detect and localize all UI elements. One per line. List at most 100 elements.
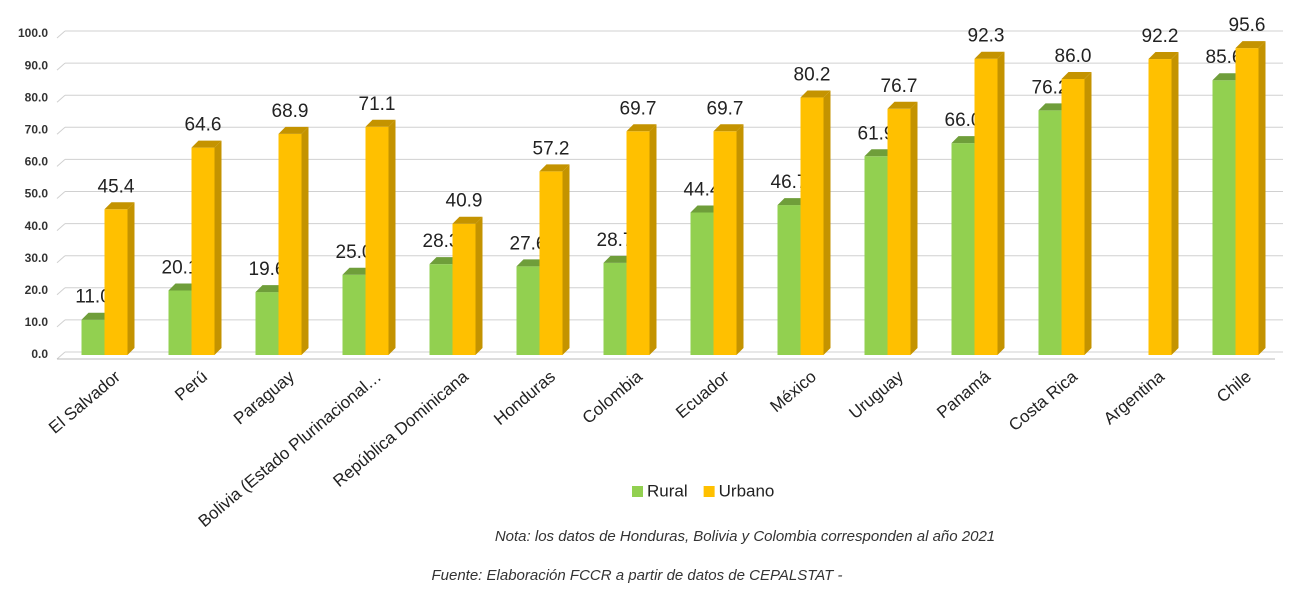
bar-front [81, 319, 105, 355]
data-label: 66.0 [945, 110, 982, 131]
bar-top [516, 259, 547, 267]
y-tick-label: 40.0 [25, 219, 49, 233]
grid-line [56, 126, 1283, 135]
data-label: 71.1 [359, 94, 396, 115]
data-label: 27.6 [510, 233, 547, 254]
data-label: 92.2 [1142, 26, 1179, 47]
bar-front [278, 133, 302, 355]
bar-front [626, 131, 650, 355]
source: Fuente: Elaboración FCCR a partir de dat… [431, 567, 842, 584]
grid-line-front [56, 223, 66, 231]
bar-side [1258, 41, 1266, 356]
grid-line-front [56, 30, 66, 39]
bar [104, 202, 135, 355]
bar-side [388, 119, 396, 355]
bar-front [104, 209, 128, 355]
bar-front [191, 147, 215, 355]
y-tick-label: 60.0 [25, 155, 49, 169]
bar-side [1084, 71, 1092, 355]
legend-label: Urbano [719, 481, 775, 500]
data-label: 44.4 [684, 179, 721, 200]
bar-front [951, 143, 975, 355]
bar-top [974, 51, 1005, 59]
grid-line-front [56, 126, 66, 135]
bar-top [278, 126, 309, 134]
bar [974, 51, 1005, 355]
bar [191, 140, 222, 355]
legend-label: Rural [647, 481, 688, 500]
data-label: 86.0 [1055, 46, 1092, 67]
bar-top [452, 216, 483, 224]
bar [539, 164, 570, 355]
y-tick-label: 20.0 [25, 283, 49, 297]
bar-front [800, 97, 824, 356]
grid-line-front [56, 62, 66, 71]
bar-side [736, 124, 744, 355]
bar [1235, 41, 1266, 356]
x-tick-label: Uruguay [846, 367, 908, 423]
data-label: 69.7 [620, 98, 657, 119]
bar-top [864, 149, 895, 157]
grid-line [56, 191, 1283, 199]
bar-top [951, 136, 982, 144]
bar-top [104, 202, 135, 210]
bar-top [777, 198, 808, 206]
grid-line-front [56, 94, 66, 103]
y-tick-label: 90.0 [25, 58, 49, 72]
bar [452, 216, 483, 355]
grid-line-front [56, 319, 66, 328]
bar [887, 101, 918, 355]
data-label: 28.7 [597, 230, 634, 251]
bar-front [1148, 59, 1172, 356]
y-tick-label: 10.0 [25, 315, 49, 329]
bar-side [301, 126, 309, 356]
x-tick-label: Argentina [1100, 367, 1168, 429]
bar-side [127, 202, 135, 355]
bar-front [1212, 80, 1236, 355]
data-label: 20.1 [162, 257, 199, 278]
bar [278, 126, 309, 356]
bar-front [713, 131, 737, 355]
bar [1148, 52, 1179, 356]
bar-top [626, 124, 657, 132]
grid-line-front [56, 159, 66, 167]
bar-front [887, 108, 911, 355]
bar-top [800, 90, 831, 98]
grid-line [56, 287, 1283, 296]
data-label: 95.6 [1229, 15, 1266, 36]
bar-top [713, 124, 744, 132]
grid-line [56, 319, 1283, 328]
bar-side [910, 101, 918, 355]
data-label: 64.6 [185, 115, 222, 136]
bar-front [255, 292, 279, 355]
x-tick-label: Honduras [490, 367, 559, 429]
bar-front [1038, 110, 1062, 355]
y-tick-label: 50.0 [25, 187, 49, 201]
data-label: 76.2 [1032, 77, 1069, 98]
bar-top [168, 283, 199, 291]
bar-front [539, 171, 563, 355]
y-tick-label: 80.0 [25, 90, 49, 104]
grid-line [56, 94, 1283, 103]
x-tick-label: Costa Rica [1005, 367, 1081, 435]
bar-top [1061, 71, 1092, 79]
bar-front [168, 290, 192, 355]
bar [800, 90, 831, 356]
bar-front [452, 223, 476, 355]
bar-front [429, 264, 453, 355]
grid-line [56, 62, 1283, 71]
x-tick-label: Ecuador [672, 367, 733, 422]
bar-top [887, 101, 918, 109]
x-tick-label: Panamá [933, 367, 994, 423]
bar-top [1038, 103, 1069, 111]
data-label: 57.2 [533, 138, 570, 159]
bar-top [342, 267, 373, 275]
bar-side [475, 216, 483, 355]
grid-line-front [56, 287, 66, 296]
data-label: 76.7 [881, 76, 918, 97]
bar-top [365, 119, 396, 127]
data-label: 85.6 [1206, 47, 1243, 68]
bar-top [81, 312, 112, 320]
bar-top [690, 205, 721, 213]
